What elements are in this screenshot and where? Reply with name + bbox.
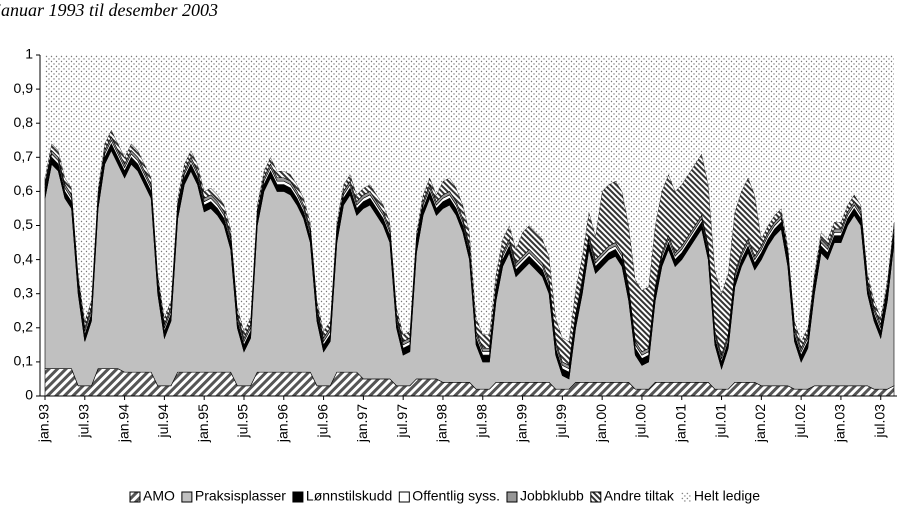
legend-label: AMO (143, 488, 175, 504)
x-tick-label: jan.94 (115, 404, 131, 443)
x-tick-label: jul.99 (553, 404, 569, 439)
legend-item: Helt ledige (680, 488, 760, 504)
legend-item: Lønnstilskudd (292, 488, 392, 504)
y-tick-label: 0,5 (14, 216, 34, 232)
x-tick-label: jan.97 (354, 404, 370, 443)
x-tick-label: jul.95 (235, 404, 251, 439)
legend-swatch (129, 491, 141, 503)
x-tick-label: jul.03 (871, 404, 887, 439)
legend-label: Helt ledige (694, 488, 760, 504)
legend-item: Offentlig syss. (398, 488, 500, 504)
y-tick-label: 0,3 (14, 284, 34, 300)
legend: AMO Praksisplasser Lønnstilskudd Offentlig … (129, 488, 760, 504)
x-tick-label: jan.02 (752, 404, 768, 443)
x-tick-label: jan.99 (513, 404, 529, 443)
area (45, 55, 894, 342)
x-tick-label: jul.96 (314, 404, 330, 439)
y-tick-label: 0,4 (14, 250, 34, 266)
x-tick-label: jan.93 (36, 404, 52, 443)
x-tick-label: jan.03 (832, 404, 848, 443)
plot-area (44, 55, 895, 397)
x-tick-label: jan.01 (672, 404, 688, 443)
x-tick-label: jul.97 (394, 404, 410, 439)
x-tick-label: jan.98 (434, 404, 450, 443)
legend-swatch (398, 491, 410, 503)
y-tick-label: 0,2 (14, 319, 34, 335)
y-tick-label: 0 (25, 387, 33, 403)
chart-title: januar 1993 til desember 2003 (0, 0, 218, 20)
legend-swatch (680, 492, 691, 502)
x-tick-label: jul.93 (76, 404, 92, 439)
x-tick-label: jul.98 (473, 404, 489, 439)
x-tick-label: jan.95 (195, 404, 211, 443)
legend-swatch (506, 491, 518, 503)
y-tick-label: 0,6 (14, 182, 34, 198)
axes: 0 0,1 0,2 0,3 0,4 0,5 0,6 0,7 0,8 0,9 1 jan.93 jul.9… (14, 46, 897, 443)
x-tick-label: jul.02 (792, 404, 808, 439)
legend-label: Offentlig syss. (412, 488, 500, 504)
legend-label: Praksisplasser (195, 488, 286, 504)
legend-item: Andre tiltak (590, 488, 675, 504)
legend-label: Lønnstilskudd (306, 488, 392, 504)
x-tick-label: jan.00 (593, 404, 609, 443)
y-tick-label: 0,9 (14, 80, 34, 96)
x-tick-label: jan.96 (274, 404, 290, 443)
legend-label: Andre tiltak (604, 488, 675, 504)
x-tick-label: jul.94 (155, 404, 171, 439)
legend-swatch (181, 491, 193, 503)
y-tick-label: 0,1 (14, 353, 34, 369)
legend-item: AMO (129, 488, 175, 504)
legend-swatch (292, 491, 304, 503)
legend-label: Jobbklubb (520, 488, 584, 504)
legend-item: Jobbklubb (506, 488, 584, 504)
legend-swatch (590, 491, 602, 503)
y-tick-label: 0,8 (14, 114, 34, 130)
legend-item: Praksisplasser (181, 488, 286, 504)
y-tick-label: 1 (25, 46, 33, 62)
x-tick-label: jul.01 (712, 404, 728, 439)
x-tick-label: jul.00 (633, 404, 649, 439)
y-tick-label: 0,7 (14, 148, 34, 164)
